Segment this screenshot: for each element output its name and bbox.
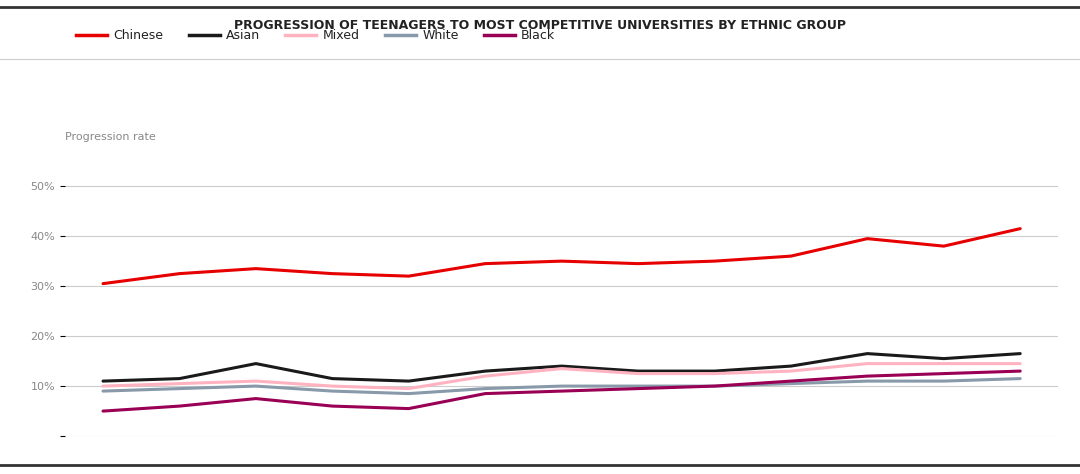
Asian bbox=[861, 351, 874, 356]
White bbox=[96, 388, 109, 394]
Asian bbox=[555, 363, 568, 369]
White bbox=[1014, 376, 1027, 382]
Mixed bbox=[708, 371, 721, 376]
Asian bbox=[937, 356, 950, 362]
Chinese bbox=[173, 271, 186, 276]
Chinese bbox=[784, 253, 797, 259]
Mixed bbox=[96, 383, 109, 389]
Mixed bbox=[402, 386, 415, 392]
Text: Progression rate: Progression rate bbox=[65, 132, 156, 142]
Line: Black: Black bbox=[103, 371, 1021, 411]
Asian bbox=[632, 368, 645, 374]
Mixed bbox=[173, 381, 186, 386]
Mixed bbox=[784, 368, 797, 374]
Line: White: White bbox=[103, 379, 1021, 393]
Chinese bbox=[632, 261, 645, 266]
Asian bbox=[173, 376, 186, 382]
Asian bbox=[96, 378, 109, 384]
Chinese bbox=[96, 281, 109, 286]
Black bbox=[1014, 368, 1027, 374]
Line: Chinese: Chinese bbox=[103, 228, 1021, 283]
White bbox=[402, 391, 415, 396]
Chinese bbox=[249, 266, 262, 272]
Black bbox=[402, 406, 415, 411]
White bbox=[555, 383, 568, 389]
White bbox=[861, 378, 874, 384]
Mixed bbox=[1014, 361, 1027, 366]
Mixed bbox=[937, 361, 950, 366]
Asian bbox=[708, 368, 721, 374]
White bbox=[784, 381, 797, 386]
Asian bbox=[402, 378, 415, 384]
Asian bbox=[784, 363, 797, 369]
Mixed bbox=[861, 361, 874, 366]
Black bbox=[861, 373, 874, 379]
Mixed bbox=[632, 371, 645, 376]
Black bbox=[555, 388, 568, 394]
White bbox=[632, 383, 645, 389]
Chinese bbox=[937, 243, 950, 249]
Chinese bbox=[326, 271, 339, 276]
Text: PROGRESSION OF TEENAGERS TO MOST COMPETITIVE UNIVERSITIES BY ETHNIC GROUP: PROGRESSION OF TEENAGERS TO MOST COMPETI… bbox=[234, 19, 846, 32]
Black bbox=[784, 378, 797, 384]
White bbox=[249, 383, 262, 389]
White bbox=[326, 388, 339, 394]
Mixed bbox=[555, 366, 568, 372]
Chinese bbox=[861, 236, 874, 241]
Line: Mixed: Mixed bbox=[103, 364, 1021, 389]
Chinese bbox=[402, 273, 415, 279]
Asian bbox=[1014, 351, 1027, 356]
Asian bbox=[478, 368, 491, 374]
Black bbox=[708, 383, 721, 389]
Chinese bbox=[708, 258, 721, 264]
Black bbox=[478, 391, 491, 396]
Chinese bbox=[478, 261, 491, 266]
Line: Asian: Asian bbox=[103, 354, 1021, 381]
Chinese bbox=[1014, 226, 1027, 231]
White bbox=[937, 378, 950, 384]
Chinese bbox=[555, 258, 568, 264]
Black bbox=[326, 403, 339, 409]
Black bbox=[937, 371, 950, 376]
White bbox=[708, 383, 721, 389]
White bbox=[173, 386, 186, 392]
Legend: Chinese, Asian, Mixed, White, Black: Chinese, Asian, Mixed, White, Black bbox=[71, 25, 561, 47]
Black bbox=[632, 386, 645, 392]
Black bbox=[173, 403, 186, 409]
Mixed bbox=[249, 378, 262, 384]
White bbox=[478, 386, 491, 392]
Black bbox=[249, 396, 262, 401]
Black bbox=[96, 408, 109, 414]
Asian bbox=[249, 361, 262, 366]
Mixed bbox=[478, 373, 491, 379]
Asian bbox=[326, 376, 339, 382]
Mixed bbox=[326, 383, 339, 389]
